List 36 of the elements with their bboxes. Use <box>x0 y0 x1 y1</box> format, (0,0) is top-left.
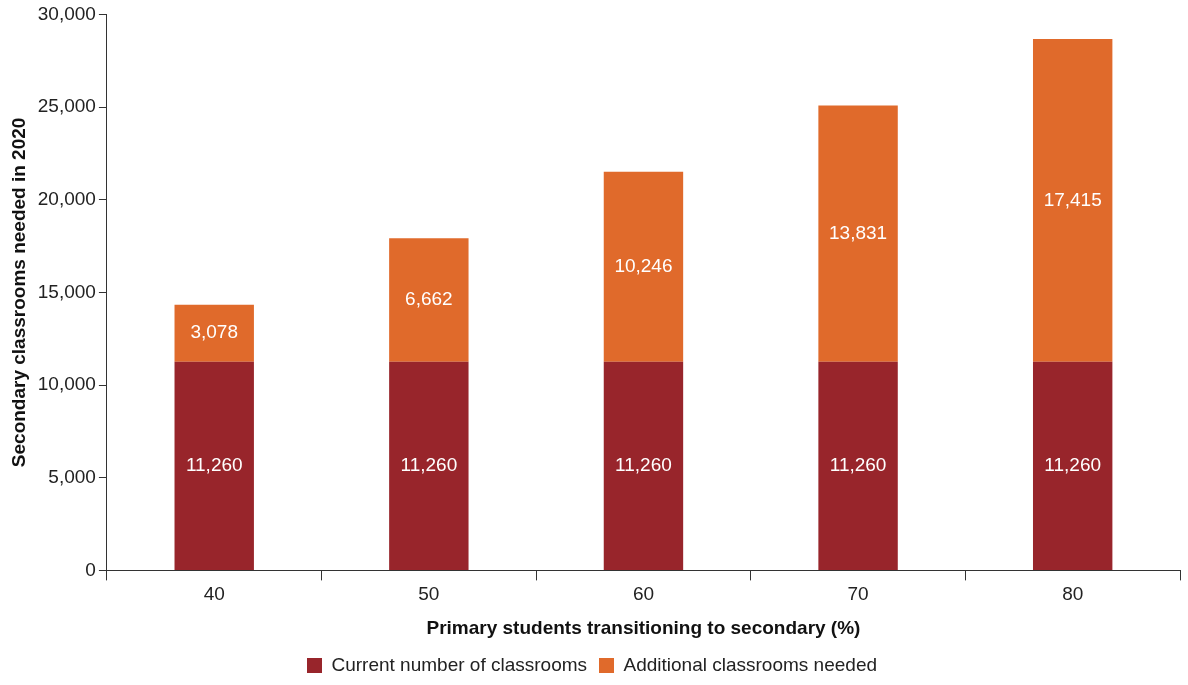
data-label: 3,078 <box>190 321 238 343</box>
data-label: 11,260 <box>185 454 243 476</box>
y-tick-label: 30,000 <box>37 2 96 24</box>
data-label: 11,260 <box>400 454 458 476</box>
y-tick-label: 5,000 <box>48 465 96 487</box>
data-label: 17,415 <box>1043 188 1102 210</box>
data-label: 6,662 <box>405 288 453 310</box>
bar <box>174 361 254 570</box>
bar <box>818 361 898 570</box>
x-tick-label: 70 <box>847 583 869 605</box>
bar <box>389 361 469 570</box>
data-label: 11,260 <box>615 454 672 476</box>
y-axis-title: Secondary classrooms needed in 2020 <box>7 117 29 468</box>
data-label: 13,831 <box>829 221 888 243</box>
x-tick-label: 80 <box>1062 583 1084 605</box>
data-label: 11,260 <box>1044 454 1102 476</box>
y-tick-label: 10,000 <box>37 373 96 395</box>
y-tick-label: 25,000 <box>37 95 96 117</box>
legend-label: Current number of classrooms <box>331 653 588 675</box>
x-tick-label: 60 <box>632 583 655 605</box>
y-tick-label: 20,000 <box>37 187 96 209</box>
y-tick-label: 0 <box>85 558 96 580</box>
bar <box>389 238 469 362</box>
bar <box>603 361 684 570</box>
legend-label: Additional classrooms needed <box>623 653 878 675</box>
x-axis-title: Primary students transitioning to secondary (%) <box>426 616 861 638</box>
data-label: 10,246 <box>614 255 673 276</box>
bar <box>1032 38 1113 362</box>
bar <box>1032 361 1113 570</box>
x-tick-label: 50 <box>418 583 440 605</box>
bar <box>603 171 684 362</box>
data-label: 11,260 <box>829 454 887 476</box>
x-tick-label: 40 <box>203 583 225 605</box>
bar <box>818 105 898 362</box>
y-tick-label: 15,000 <box>37 280 96 302</box>
bar <box>174 304 254 362</box>
